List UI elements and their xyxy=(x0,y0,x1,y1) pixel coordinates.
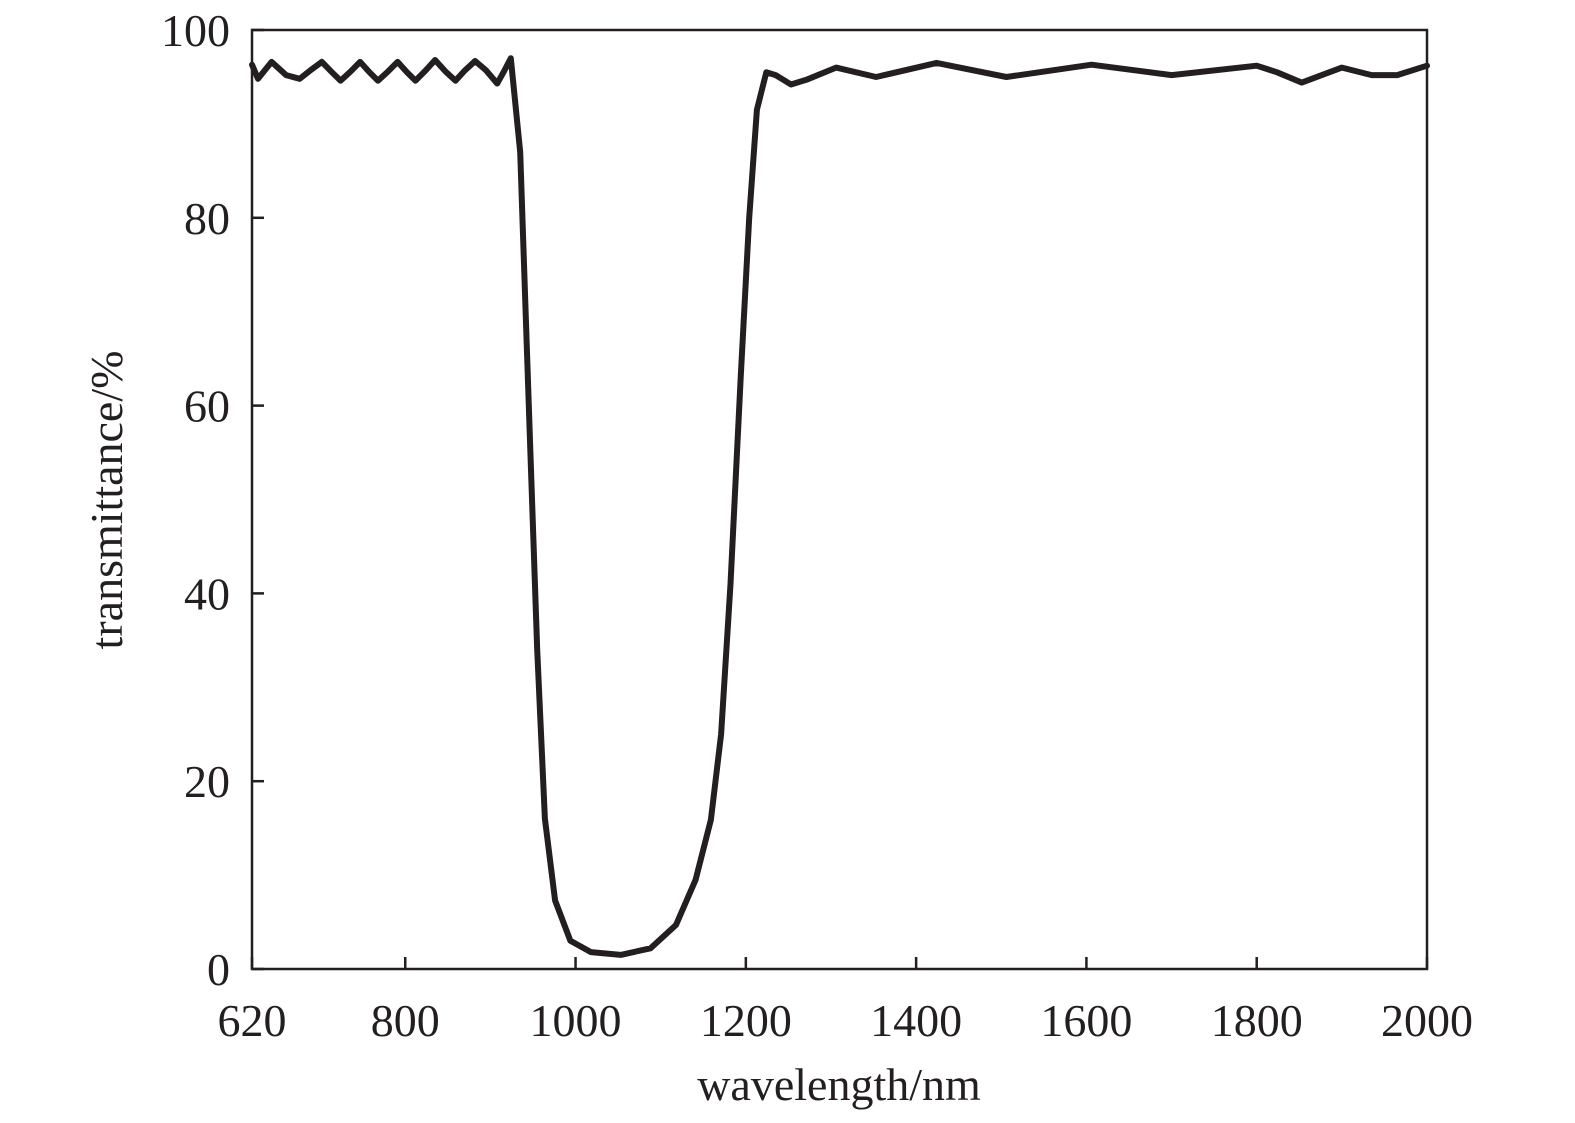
x-tick-label: 800 xyxy=(371,995,440,1046)
x-axis-label: wavelength/nm xyxy=(697,1059,981,1110)
x-tick-label: 620 xyxy=(218,995,287,1046)
x-tick-label: 2000 xyxy=(1381,995,1473,1046)
x-tick-label: 1400 xyxy=(870,995,962,1046)
x-tick-label: 1000 xyxy=(530,995,622,1046)
y-tick-label: 80 xyxy=(184,193,230,244)
y-tick-label: 100 xyxy=(161,5,230,56)
y-tick-label: 0 xyxy=(207,944,230,995)
y-axis-label: transmittance/% xyxy=(81,351,132,650)
y-tick-label: 60 xyxy=(184,381,230,432)
x-tick-label: 1600 xyxy=(1040,995,1132,1046)
x-tick-label: 1200 xyxy=(700,995,792,1046)
x-tick-label: 1800 xyxy=(1211,995,1303,1046)
data-line xyxy=(249,55,1430,958)
y-tick-label: 20 xyxy=(184,756,230,807)
y-tick-label: 40 xyxy=(184,568,230,619)
plot-frame xyxy=(250,28,1429,971)
